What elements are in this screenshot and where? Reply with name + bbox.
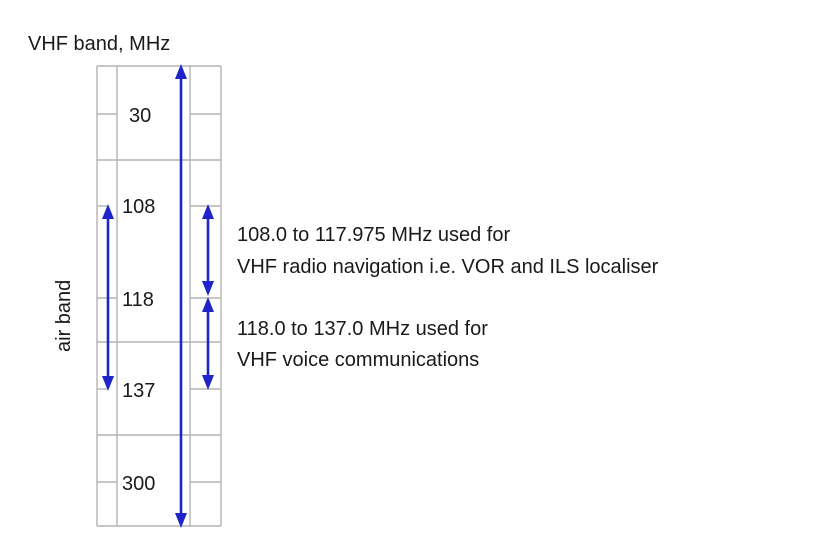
range-arrows [102,64,214,528]
diagram-title: VHF band, MHz [28,33,170,55]
navigation-arrow-head-up [202,204,214,219]
air-band-arrow-head-up [102,204,114,219]
voice-arrow-head-up [202,297,214,312]
label-bg [119,190,167,222]
band-grid [96,65,222,527]
label-bg [119,98,163,130]
air-band-label: air band [53,280,75,352]
label-bg [119,374,167,406]
vhf-band-arrow-head-up [175,64,187,79]
label-bg [119,282,167,314]
voice-note-line1: 118.0 to 137.0 MHz used for [237,318,488,340]
frequency-labels: 30 108 118 137 300 [119,98,167,498]
navigation-note-line2: VHF radio navigation i.e. VOR and ILS lo… [237,256,659,278]
frequency-label-137: 137 [122,380,155,402]
voice-arrow-head-down [202,375,214,390]
navigation-note-line1: 108.0 to 117.975 MHz used for [237,224,510,246]
frequency-label-108: 108 [122,196,155,218]
annotations: 108.0 to 117.975 MHz used for VHF radio … [237,224,659,371]
voice-note-line2: VHF voice communications [237,349,479,371]
navigation-arrow-head-down [202,281,214,296]
frequency-label-118: 118 [122,289,154,311]
frequency-label-30: 30 [129,105,151,127]
air-band-arrow-head-down [102,376,114,391]
vhf-band-arrow-head-down [175,513,187,528]
frequency-label-300: 300 [122,473,155,495]
label-bg [119,466,167,498]
